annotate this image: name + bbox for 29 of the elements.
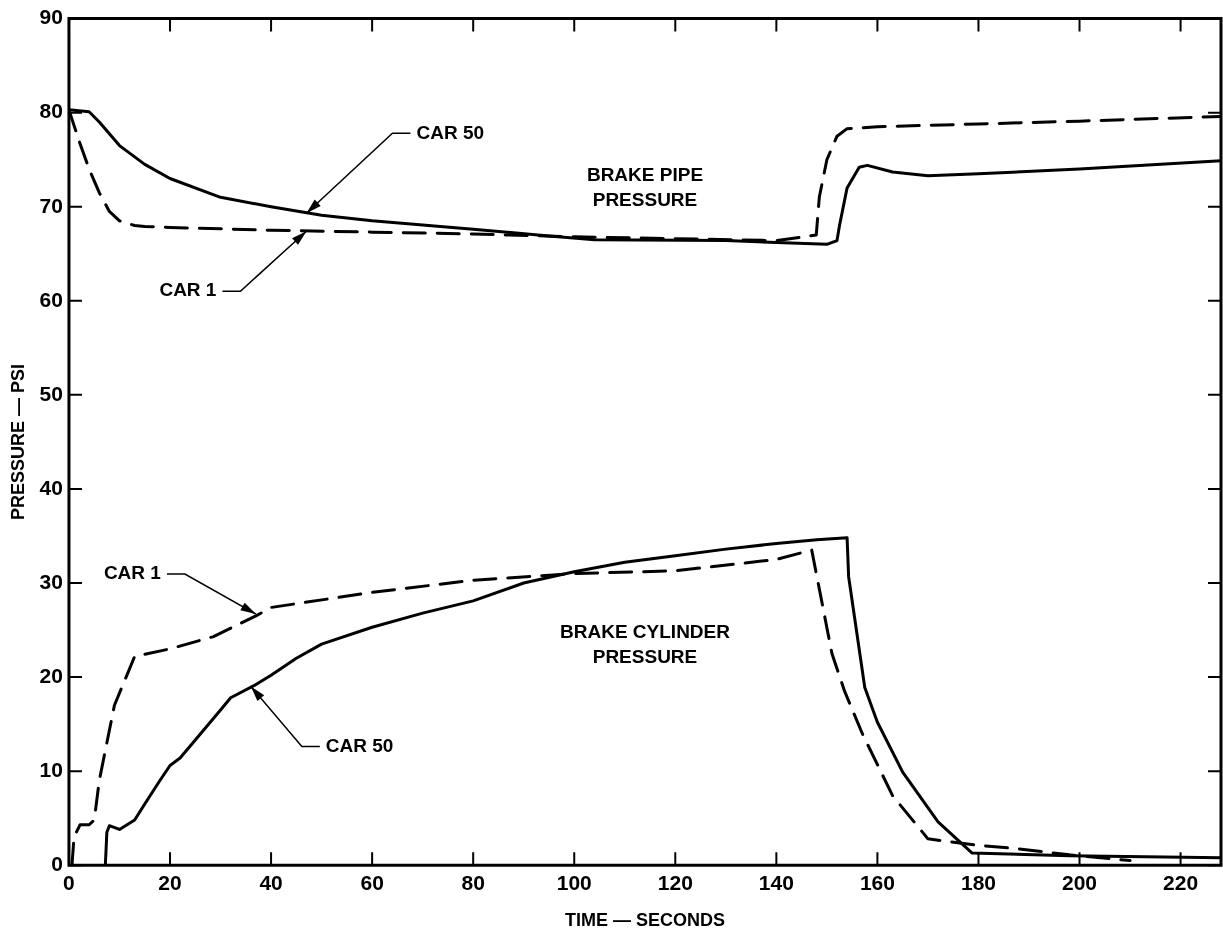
x-tick-label: 200 <box>1062 870 1098 894</box>
x-tick-label: 140 <box>758 870 794 894</box>
annotation: BRAKE CYLINDER PRESSURE <box>560 620 731 667</box>
x-axis-title: TIME — SECONDS <box>564 910 725 931</box>
annotation: CAR 1 <box>103 562 162 584</box>
y-axis-title: PRESSURE — PSI <box>7 363 28 520</box>
y-tick-label: 50 <box>39 381 63 405</box>
x-tick-label: 60 <box>360 870 384 894</box>
annotation: BRAKE PIPE PRESSURE <box>586 163 704 210</box>
y-tick-label: 80 <box>39 99 63 123</box>
y-tick-label: 90 <box>39 5 63 29</box>
x-tick-label: 100 <box>556 870 592 894</box>
y-tick-label: 40 <box>39 475 63 499</box>
x-tick-label: 20 <box>158 870 182 894</box>
annotation: CAR 50 <box>325 734 394 756</box>
annotation: CAR 50 <box>416 121 485 143</box>
x-tick-label: 180 <box>960 870 996 894</box>
y-tick-label: 20 <box>39 663 63 687</box>
x-tick-label: 160 <box>859 870 895 894</box>
y-tick-label: 10 <box>39 757 63 781</box>
x-tick-label: 220 <box>1163 870 1199 894</box>
y-tick-label: 70 <box>39 193 63 217</box>
y-tick-label: 30 <box>39 569 63 593</box>
x-tick-label: 40 <box>259 870 283 894</box>
annotation: CAR 1 <box>159 279 217 301</box>
x-tick-label: 120 <box>657 870 693 894</box>
y-tick-label: 0 <box>51 852 63 875</box>
x-tick-label: 80 <box>461 870 485 894</box>
y-tick-label: 60 <box>39 287 63 311</box>
